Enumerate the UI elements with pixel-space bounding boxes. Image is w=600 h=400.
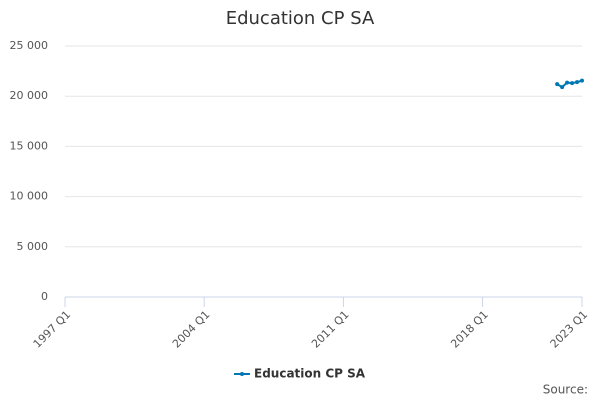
source: Source:	[543, 383, 588, 397]
y-tick-label: 10 000	[10, 190, 49, 203]
x-tick-label: 2023 Q1	[548, 308, 591, 351]
y-tick-label: 25 000	[10, 39, 49, 52]
data-point	[560, 85, 565, 90]
legend-label: Education CP SA	[254, 367, 366, 381]
data-point	[575, 80, 580, 85]
data-point	[580, 78, 584, 83]
x-tick-label: 1997 Q1	[31, 308, 74, 351]
chart-title: Education CP SA	[226, 8, 375, 29]
data-point	[570, 81, 575, 86]
y-tick-label: 0	[41, 290, 48, 303]
x-tick-label: 2018 Q1	[448, 308, 491, 351]
x-tick-label: 2011 Q1	[309, 308, 352, 351]
y-tick-label: 20 000	[10, 89, 49, 102]
legend-marker	[240, 372, 244, 376]
data-point	[555, 82, 560, 87]
x-tick-label: 2004 Q1	[170, 308, 213, 351]
y-tick-label: 5 000	[17, 240, 49, 253]
data-point	[565, 80, 570, 85]
y-tick-label: 15 000	[10, 139, 49, 152]
